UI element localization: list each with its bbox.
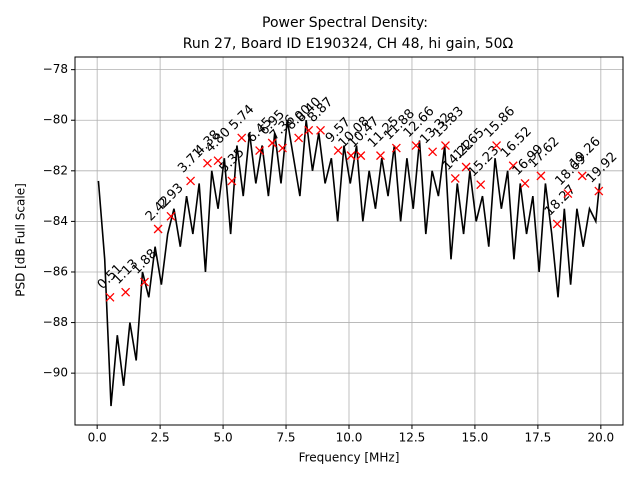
point-label: 4.80 <box>203 125 234 156</box>
y-tick-label: −80 <box>43 113 68 127</box>
x-tick-label: 7.5 <box>276 431 295 445</box>
marker <box>508 161 518 171</box>
marker <box>333 146 343 156</box>
marker <box>577 171 587 181</box>
marker <box>294 133 304 143</box>
marker <box>203 158 212 168</box>
x-tick-label: 20.0 <box>587 431 614 445</box>
marker <box>476 180 486 190</box>
y-tick-label: −90 <box>43 366 68 380</box>
marker <box>105 292 115 302</box>
y-tick-label: −86 <box>43 264 68 278</box>
marker <box>376 151 385 161</box>
y-tick-label: −84 <box>43 214 68 228</box>
marker <box>237 133 247 143</box>
marker <box>552 219 562 229</box>
marker <box>450 173 460 183</box>
marker <box>492 141 502 150</box>
marker <box>563 189 573 199</box>
marker <box>255 146 265 156</box>
y-tick-label: −82 <box>43 163 68 177</box>
marker <box>166 211 176 221</box>
x-tick-label: 2.5 <box>151 431 170 445</box>
marker <box>304 125 314 135</box>
x-tick-label: 12.5 <box>399 431 426 445</box>
marker <box>440 141 450 150</box>
x-tick-label: 0.0 <box>88 431 107 445</box>
line <box>97 120 601 407</box>
marker <box>356 151 366 161</box>
marker <box>346 151 356 161</box>
x-tick-label: 17.5 <box>525 431 552 445</box>
chart-subtitle: Run 27, Board ID E190324, CH 48, hi gain… <box>183 36 514 52</box>
marker <box>213 156 223 166</box>
y-axis-label: PSD [dB Full Scale] <box>14 183 28 297</box>
marker <box>153 224 163 234</box>
marker <box>140 277 149 287</box>
marker <box>536 171 546 181</box>
marker <box>391 143 401 153</box>
y-tick-label: −88 <box>43 315 68 329</box>
marker <box>428 147 438 157</box>
x-tick-label: 10.0 <box>336 431 363 445</box>
marker <box>267 138 277 148</box>
plot-frame <box>74 56 624 426</box>
marker <box>186 176 196 186</box>
marker <box>121 287 131 297</box>
marker <box>316 125 326 135</box>
marker <box>461 162 471 172</box>
x-tick-label: 5.0 <box>214 431 233 445</box>
marker <box>411 141 421 150</box>
x-axis-label: Frequency [MHz] <box>299 451 400 465</box>
marker <box>227 176 237 186</box>
marker <box>520 179 530 188</box>
y-tick-label: −78 <box>43 62 68 76</box>
x-tick-label: 15.0 <box>462 431 489 445</box>
chart-title: Power Spectral Density: <box>262 15 428 31</box>
marker <box>594 186 604 196</box>
marker <box>278 143 287 153</box>
point-label: 5.35 <box>217 145 248 176</box>
